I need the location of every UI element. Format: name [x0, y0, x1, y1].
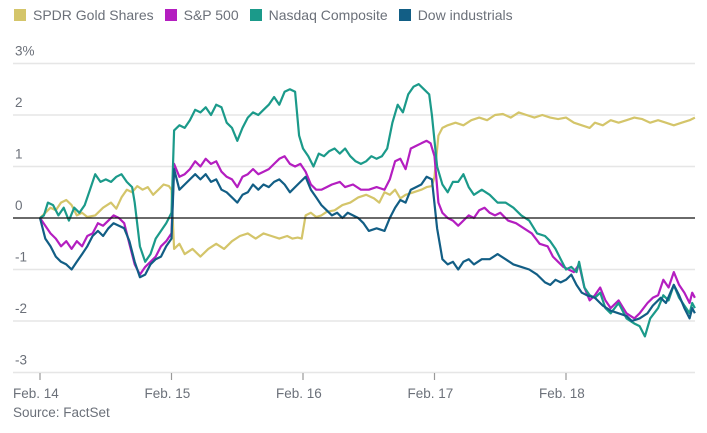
series-line-dow-industrials: [38, 168, 696, 323]
x-tick-label: Feb. 18: [539, 386, 585, 401]
legend-item: S&P 500: [164, 7, 239, 23]
x-tick-label: Feb. 14: [13, 386, 59, 401]
series-line-nasdaq-composite: [39, 83, 696, 338]
y-tick-label: -2: [15, 301, 27, 316]
source-note: Source: FactSet: [13, 405, 110, 420]
x-tick-label: Feb. 16: [276, 386, 322, 401]
legend-item: Nasdaq Composite: [249, 7, 388, 23]
y-tick-label: 3%: [15, 44, 35, 59]
legend-label: S&P 500: [183, 7, 239, 23]
y-tick-label: -3: [15, 353, 27, 368]
legend-swatch: [14, 9, 26, 21]
legend-item: SPDR Gold Shares: [14, 7, 154, 23]
y-tick-label: 1: [15, 147, 23, 162]
x-tick-label: Feb. 17: [408, 386, 454, 401]
y-tick-label: 2: [15, 95, 23, 110]
legend-swatch: [249, 9, 262, 21]
chart-legend: SPDR Gold Shares S&P 500 Nasdaq Composite D…: [14, 7, 524, 23]
legend-label: Dow industrials: [417, 7, 513, 23]
x-tick-label: Feb. 15: [145, 386, 191, 401]
legend-label: Nasdaq Composite: [268, 7, 388, 23]
y-tick-label: 0: [15, 198, 23, 213]
legend-swatch: [164, 9, 177, 21]
legend-swatch: [398, 9, 411, 21]
series-line-spdr-gold-shares: [39, 111, 696, 258]
legend-label: SPDR Gold Shares: [33, 7, 154, 23]
y-tick-label: -1: [15, 250, 27, 265]
legend-item: Dow industrials: [398, 7, 513, 23]
